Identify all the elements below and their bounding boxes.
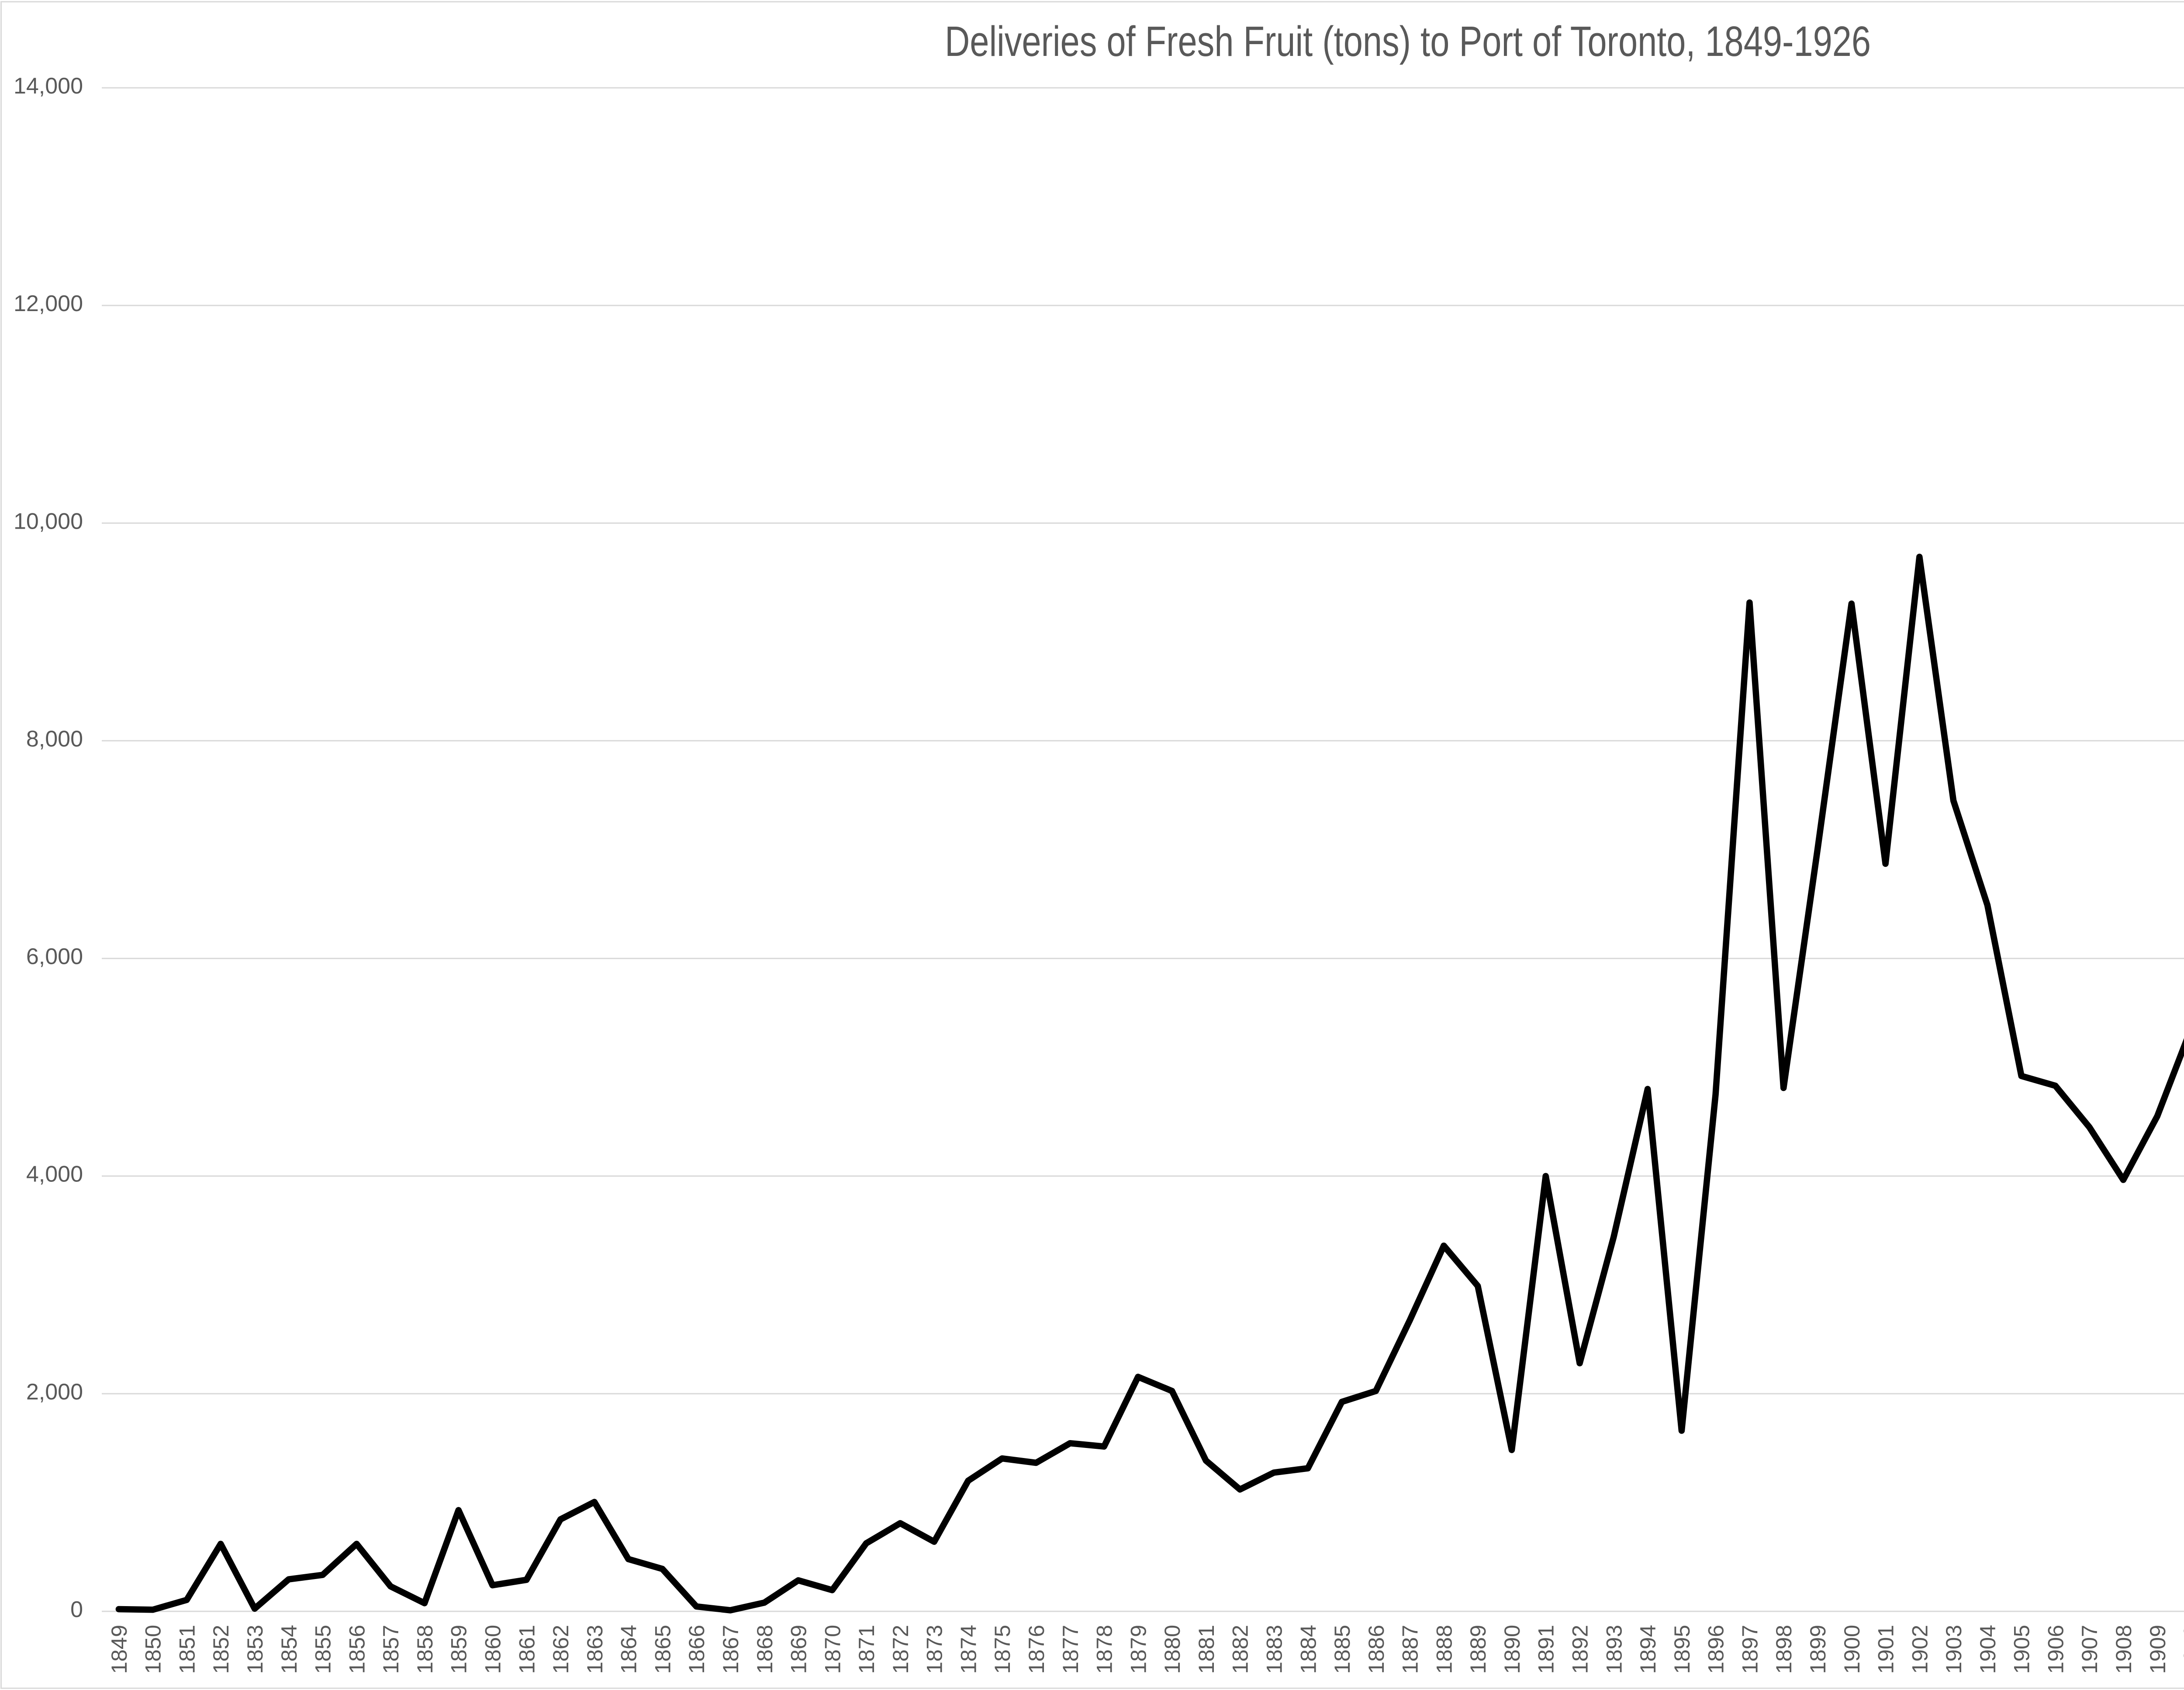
svg-text:1863: 1863 bbox=[582, 1625, 607, 1674]
svg-text:1893: 1893 bbox=[1601, 1625, 1626, 1674]
svg-text:10,000: 10,000 bbox=[14, 509, 83, 534]
svg-text:1891: 1891 bbox=[1534, 1625, 1559, 1674]
svg-text:1901: 1901 bbox=[1873, 1625, 1898, 1674]
svg-text:1875: 1875 bbox=[990, 1625, 1015, 1674]
svg-text:1902: 1902 bbox=[1907, 1625, 1932, 1674]
svg-text:1871: 1871 bbox=[854, 1625, 879, 1674]
svg-text:1870: 1870 bbox=[820, 1625, 845, 1674]
svg-text:1885: 1885 bbox=[1330, 1625, 1355, 1674]
svg-text:1906: 1906 bbox=[2043, 1625, 2068, 1674]
svg-text:1862: 1862 bbox=[548, 1625, 573, 1674]
svg-text:1886: 1886 bbox=[1364, 1625, 1389, 1674]
svg-text:1866: 1866 bbox=[684, 1625, 709, 1674]
svg-text:1892: 1892 bbox=[1568, 1625, 1593, 1674]
svg-text:1849: 1849 bbox=[107, 1625, 131, 1674]
svg-text:2,000: 2,000 bbox=[26, 1379, 83, 1405]
svg-text:1897: 1897 bbox=[1737, 1625, 1762, 1674]
svg-text:1879: 1879 bbox=[1126, 1625, 1151, 1674]
svg-text:1890: 1890 bbox=[1500, 1625, 1524, 1674]
svg-text:1855: 1855 bbox=[311, 1625, 335, 1674]
svg-text:1883: 1883 bbox=[1262, 1625, 1287, 1674]
svg-text:1873: 1873 bbox=[922, 1625, 947, 1674]
svg-text:1882: 1882 bbox=[1228, 1625, 1253, 1674]
svg-text:6,000: 6,000 bbox=[26, 944, 83, 970]
svg-text:1909: 1909 bbox=[2145, 1625, 2170, 1674]
svg-text:8,000: 8,000 bbox=[26, 726, 83, 751]
svg-text:1896: 1896 bbox=[1704, 1625, 1728, 1674]
svg-text:1850: 1850 bbox=[141, 1625, 166, 1674]
svg-text:1856: 1856 bbox=[344, 1625, 369, 1674]
svg-text:1887: 1887 bbox=[1398, 1625, 1423, 1674]
svg-text:1898: 1898 bbox=[1771, 1625, 1796, 1674]
svg-text:0: 0 bbox=[70, 1597, 83, 1622]
svg-text:1868: 1868 bbox=[752, 1625, 777, 1674]
svg-text:1851: 1851 bbox=[175, 1625, 200, 1674]
svg-text:1899: 1899 bbox=[1805, 1625, 1830, 1674]
svg-text:1860: 1860 bbox=[480, 1625, 505, 1674]
svg-text:1884: 1884 bbox=[1296, 1625, 1320, 1674]
svg-text:1910: 1910 bbox=[2179, 1625, 2184, 1674]
svg-text:1878: 1878 bbox=[1092, 1625, 1117, 1674]
svg-text:14,000: 14,000 bbox=[14, 73, 83, 99]
svg-text:1874: 1874 bbox=[956, 1625, 981, 1674]
svg-text:12,000: 12,000 bbox=[14, 291, 83, 316]
svg-text:1895: 1895 bbox=[1669, 1625, 1694, 1674]
svg-text:4,000: 4,000 bbox=[26, 1162, 83, 1187]
svg-text:1877: 1877 bbox=[1058, 1625, 1083, 1674]
svg-text:1872: 1872 bbox=[888, 1625, 913, 1674]
svg-text:1858: 1858 bbox=[412, 1625, 437, 1674]
svg-text:1852: 1852 bbox=[208, 1625, 233, 1674]
svg-text:1907: 1907 bbox=[2077, 1625, 2102, 1674]
svg-text:1908: 1908 bbox=[2111, 1625, 2136, 1674]
svg-text:1859: 1859 bbox=[446, 1625, 471, 1674]
svg-text:1888: 1888 bbox=[1431, 1625, 1456, 1674]
svg-text:1905: 1905 bbox=[2009, 1625, 2034, 1674]
svg-text:1869: 1869 bbox=[786, 1625, 811, 1674]
svg-text:1867: 1867 bbox=[718, 1625, 743, 1674]
svg-text:1865: 1865 bbox=[650, 1625, 675, 1674]
svg-text:1880: 1880 bbox=[1160, 1625, 1185, 1674]
svg-text:1881: 1881 bbox=[1194, 1625, 1219, 1674]
svg-text:1904: 1904 bbox=[1975, 1625, 2000, 1674]
svg-text:1900: 1900 bbox=[1839, 1625, 1864, 1674]
svg-text:1864: 1864 bbox=[616, 1625, 641, 1674]
svg-text:1876: 1876 bbox=[1024, 1625, 1049, 1674]
svg-text:Deliveries of Fresh Fruit (ton: Deliveries of Fresh Fruit (tons) to Port… bbox=[945, 17, 1871, 65]
svg-text:1857: 1857 bbox=[378, 1625, 403, 1674]
svg-text:1903: 1903 bbox=[1941, 1625, 1966, 1674]
svg-text:1861: 1861 bbox=[514, 1625, 539, 1674]
svg-text:1854: 1854 bbox=[276, 1625, 301, 1674]
svg-text:1853: 1853 bbox=[242, 1625, 267, 1674]
svg-text:1894: 1894 bbox=[1635, 1625, 1660, 1674]
svg-text:1889: 1889 bbox=[1465, 1625, 1490, 1674]
